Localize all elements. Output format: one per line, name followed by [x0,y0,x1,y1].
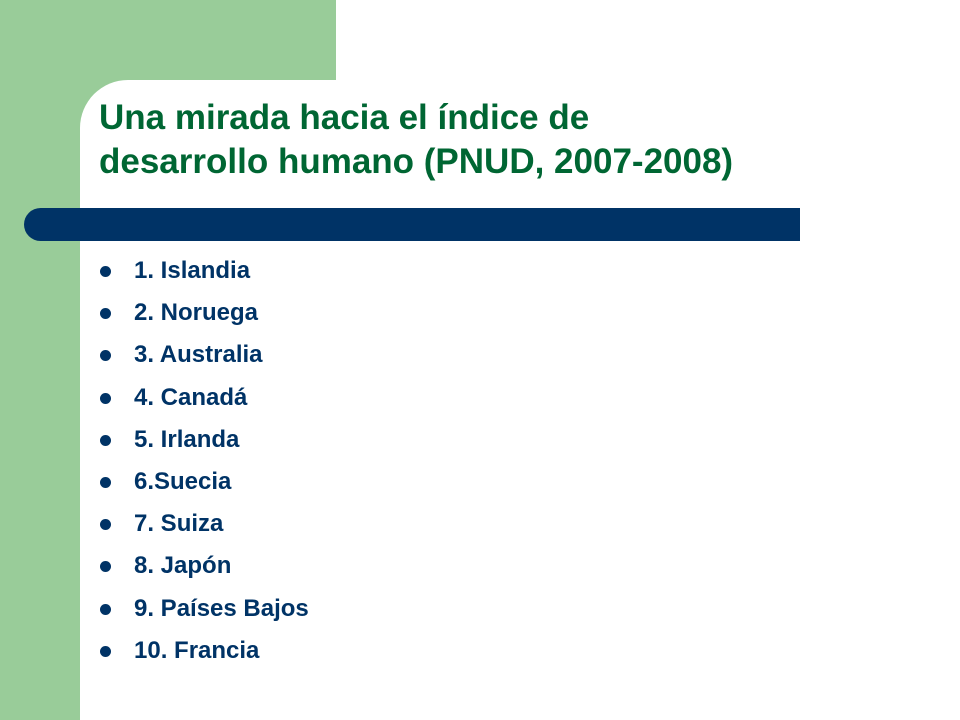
list-item: 4. Canadá [96,377,309,419]
list-item: 3. Australia [96,334,309,376]
bullet-icon [100,308,111,320]
bullet-icon [100,519,111,531]
content-panel [80,80,960,720]
list-item: 10. Francia [96,630,309,672]
bullet-icon [100,350,111,362]
list-item-label: 10. Francia [134,636,260,664]
title-line-2: desarrollo humano (PNUD, 2007-2008) [99,142,734,181]
list-item: 2. Noruega [96,292,309,334]
list-item-label: 8. Japón [134,552,232,580]
bullet-icon [100,603,111,615]
ranking-list: 1. Islandia 2. Noruega 3. Australia 4. C… [96,250,309,672]
list-item-label: 5. Irlanda [134,425,240,453]
list-item: 7. Suiza [96,503,309,545]
list-item-label: 1. Islandia [134,257,251,285]
bullet-icon [100,392,111,404]
bullet-icon [100,561,111,573]
list-item-label: 4. Canadá [134,383,248,411]
list-item-label: 3. Australia [134,341,263,369]
bullet-icon [100,266,111,277]
title-line-1: Una mirada hacia el índice de [99,98,590,137]
title-divider-bar [24,208,800,241]
list-item-label: 6.Suecia [134,468,232,496]
slide-title: Una mirada hacia el índice de desarrollo… [99,96,899,184]
list-item-label: 7. Suiza [134,510,224,538]
list-item: 9. Países Bajos [96,588,309,630]
list-item: 6.Suecia [96,461,309,503]
list-item: 8. Japón [96,545,309,587]
list-item-label: 9. Países Bajos [134,594,309,622]
bullet-icon [100,476,111,488]
list-item: 5. Irlanda [96,419,309,461]
list-item: 1. Islandia [96,250,309,292]
bullet-icon [100,434,111,446]
list-item-label: 2. Noruega [134,299,259,327]
bullet-icon [100,645,111,657]
